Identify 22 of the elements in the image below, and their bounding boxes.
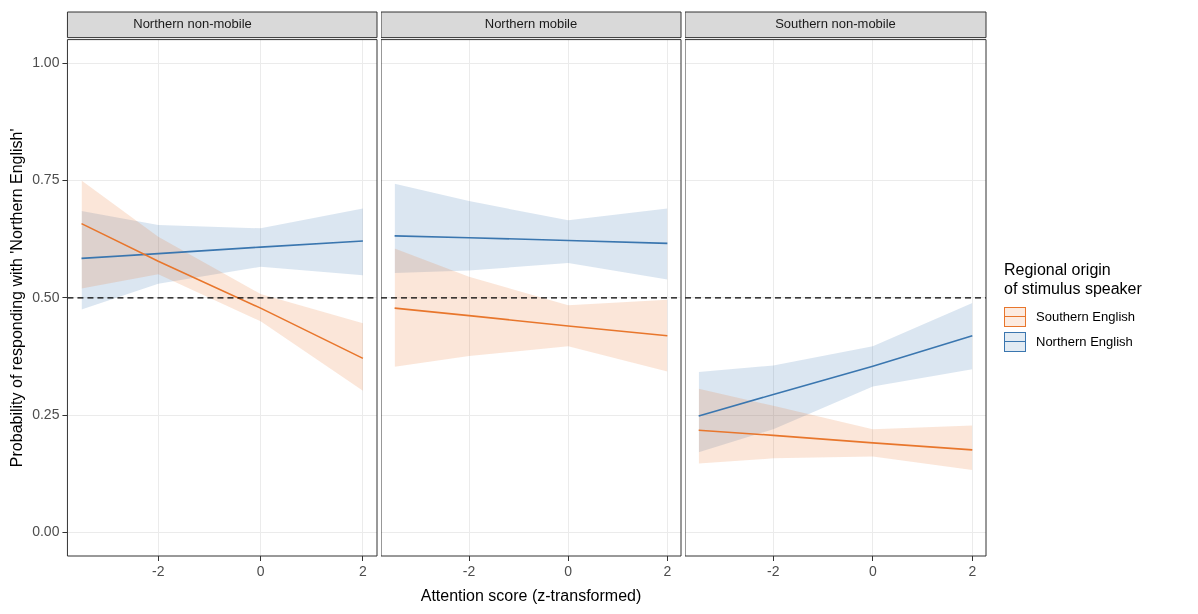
x-tick-label: 2 — [968, 563, 977, 580]
y-axis-title: Probability of responding with 'Northern English' — [8, 128, 26, 468]
x-tick-label: -2 — [152, 563, 165, 580]
chart-title: Northern non-mobile — [133, 16, 252, 32]
legend-label: Northern English — [1036, 334, 1133, 349]
x-tick-label: -2 — [462, 563, 476, 580]
x-tick-label: 0 — [868, 563, 877, 580]
legend-label: Southern English — [1036, 309, 1136, 324]
y-tick-label: 1.00 — [32, 53, 60, 70]
legend-title: Regional origin of stimulus speaker — [1004, 260, 1143, 298]
x-tick-label: -2 — [767, 563, 780, 580]
x-tick-label: 2 — [359, 563, 368, 580]
x-tick-label: 0 — [564, 563, 573, 580]
chart-title: Northern mobile — [484, 16, 578, 32]
y-tick-label: 0.00 — [32, 523, 60, 540]
y-tick-label: 0.75 — [32, 171, 60, 188]
x-tick-label: 2 — [663, 563, 672, 580]
x-axis-title: Attention score (z-transformed) — [420, 586, 642, 604]
x-tick-label: 0 — [256, 563, 265, 580]
y-tick-label: 0.50 — [32, 288, 60, 305]
y-tick-label: 0.25 — [32, 406, 60, 423]
chart-title: Southern non-mobile — [775, 16, 896, 32]
